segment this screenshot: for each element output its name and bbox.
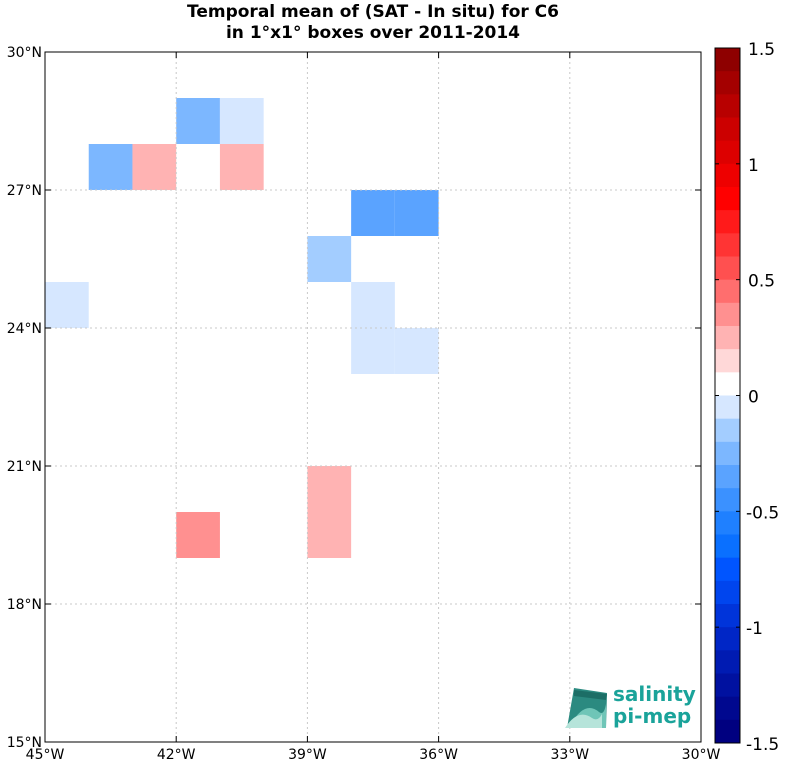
colorbar-segment	[715, 326, 740, 350]
colorbar-segment	[715, 534, 740, 559]
colorbar-segment	[715, 48, 740, 72]
colorbar-segment	[715, 696, 740, 721]
colorbar-segment	[715, 349, 740, 373]
x-tick-label: 30°W	[682, 747, 721, 763]
plot-frame	[44, 51, 702, 743]
colorbar-tick-label: 0.5	[748, 272, 775, 292]
colorbar-segment	[715, 187, 740, 211]
colorbar-segment	[715, 673, 740, 698]
colorbar-segment	[715, 719, 740, 744]
colorbar-segment	[715, 94, 740, 118]
heatmap-cell	[307, 466, 352, 512]
colorbar-segment	[715, 650, 740, 674]
colorbar-segment	[715, 511, 740, 535]
logo-text-line1: salinity	[613, 682, 696, 706]
colorbar-segment	[715, 418, 740, 443]
colorbar-tick-label: 1	[748, 156, 759, 176]
colorbar-segment	[715, 140, 740, 165]
y-tick-label: 30°N	[7, 45, 42, 61]
colorbar-segment	[715, 71, 740, 95]
x-tick-label: 42°W	[157, 747, 196, 763]
colorbar-segment	[715, 604, 740, 628]
x-tick-label: 45°W	[26, 747, 65, 763]
heatmap-cell	[132, 144, 177, 190]
chart-title-line2: in 1°x1° boxes over 2011-2014	[226, 23, 520, 43]
heatmap-cell	[88, 144, 133, 190]
colorbar-segment	[715, 441, 740, 466]
heatmap-cell	[307, 236, 352, 282]
heatmap-cell	[351, 282, 395, 328]
heatmap-cell	[219, 144, 264, 190]
y-tick-label: 15°N	[7, 735, 42, 751]
heatmap-cell	[351, 190, 395, 236]
y-axis-ticks: 30°N 27°N 24°N 21°N 18°N 15°N	[7, 45, 701, 751]
heatmap-cell	[45, 282, 89, 328]
colorbar-segment	[715, 163, 740, 188]
colorbar-segment	[715, 372, 740, 396]
colorbar-segment	[715, 256, 740, 281]
colorbar-ticks: 1.5 1 0.5 0 -0.5 -1 -1.5	[715, 40, 779, 755]
colorbar-segment	[715, 395, 740, 420]
colorbar-segment	[715, 627, 740, 651]
x-tick-label: 39°W	[288, 747, 327, 763]
colorbar-tick-label: -0.5	[746, 503, 779, 523]
colorbar-segment	[715, 557, 740, 582]
colorbar-segment	[715, 233, 740, 257]
heatmap-cell	[307, 512, 352, 558]
colorbar-tick-label: 0	[748, 388, 759, 408]
colorbar-segment	[715, 302, 740, 327]
y-tick-label: 24°N	[7, 321, 42, 337]
heatmap-cell	[176, 98, 220, 144]
logo-wave-icon	[565, 688, 607, 728]
colorbar-tick-label: -1.5	[746, 735, 779, 755]
y-tick-label: 18°N	[7, 597, 42, 613]
x-tick-label: 36°W	[419, 747, 458, 763]
heatmap-cell	[351, 328, 395, 374]
colorbar-segment	[715, 488, 740, 512]
heatmap-cells	[45, 98, 439, 558]
colorbar-segment	[715, 465, 740, 489]
heatmap-cell	[176, 512, 220, 558]
y-tick-label: 21°N	[7, 459, 42, 475]
y-tick-label: 27°N	[7, 183, 42, 199]
colorbar-segment	[715, 580, 740, 605]
heatmap-cell	[219, 98, 264, 144]
heatmap-cell	[394, 328, 439, 374]
x-axis-ticks: 45°W 42°W 39°W 36°W 33°W 30°W	[26, 52, 721, 763]
salinity-pimep-logo: salinity pi-mep	[565, 682, 696, 728]
colorbar-tick-label: 1.5	[748, 40, 775, 60]
x-tick-label: 33°W	[550, 747, 589, 763]
logo-text-line2: pi-mep	[613, 704, 691, 728]
chart-title-line1: Temporal mean of (SAT - In situ) for C6	[187, 2, 559, 22]
colorbar-segment	[715, 117, 740, 142]
colorbar-tick-label: -1	[746, 619, 763, 639]
colorbar-segment	[715, 279, 740, 304]
colorbar-segment	[715, 210, 740, 234]
heatmap-cell	[394, 190, 439, 236]
